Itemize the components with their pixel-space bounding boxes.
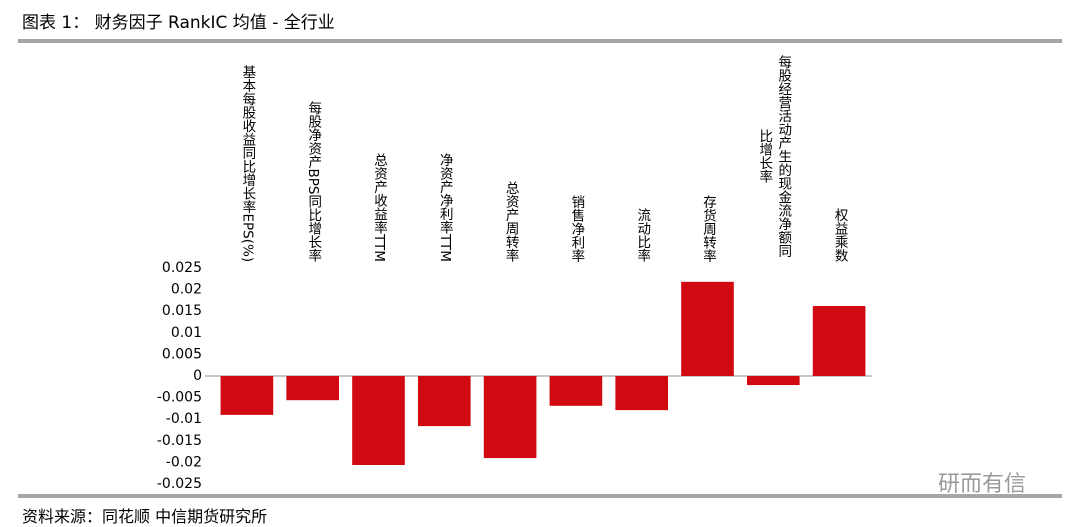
- top-rule: [18, 39, 1062, 43]
- x-tick-label: 权益乘数: [831, 208, 848, 262]
- bar: [286, 376, 340, 401]
- watermark: 研而有信: [938, 472, 1027, 497]
- bottom-rule: [18, 494, 1062, 498]
- y-tick-label: -0.015: [157, 433, 202, 449]
- bar: [812, 306, 866, 376]
- y-tick-label: 0.025: [162, 260, 202, 276]
- y-tick-label: 0.02: [171, 282, 202, 298]
- y-tick-label: -0.02: [166, 454, 202, 470]
- x-tick-label: 销售净利率: [568, 194, 585, 263]
- y-tick-label: 0.01: [171, 325, 202, 341]
- chart-title: 图表 1： 财务因子 RankIC 均值 - 全行业: [22, 13, 335, 33]
- bar: [746, 376, 800, 386]
- x-tick-label: 净资产净利率TTM: [436, 153, 453, 262]
- bar: [549, 376, 603, 406]
- x-tick-label: 基本每股收益同比增长率EPS(%): [239, 64, 256, 262]
- x-tick-label: 总资产周转率: [502, 181, 519, 262]
- x-tick-label: 每股经营活动产生的现金流净额同比增长率: [756, 54, 792, 258]
- bar: [220, 376, 274, 415]
- y-tick-label: 0: [193, 368, 202, 384]
- y-tick-label: -0.025: [157, 476, 202, 492]
- bar: [681, 281, 734, 376]
- y-tick-label: -0.01: [166, 411, 202, 427]
- x-tick-label: 存货周转率: [700, 194, 716, 263]
- bar: [352, 376, 405, 465]
- bar: [483, 376, 537, 459]
- x-tick-label: 总资产收益率TTM: [371, 153, 387, 262]
- bar: [417, 376, 471, 427]
- x-tick-label: 流动比率: [634, 208, 651, 262]
- bar: [615, 376, 669, 411]
- y-tick-label: 0.005: [162, 346, 202, 362]
- y-tick-label: 0.015: [162, 303, 202, 319]
- x-tick-label: 每股净资产BPS同比增长率: [305, 101, 322, 262]
- source-note: 资料来源：同花顺 中信期货研究所: [22, 507, 268, 526]
- y-tick-label: -0.005: [157, 390, 202, 406]
